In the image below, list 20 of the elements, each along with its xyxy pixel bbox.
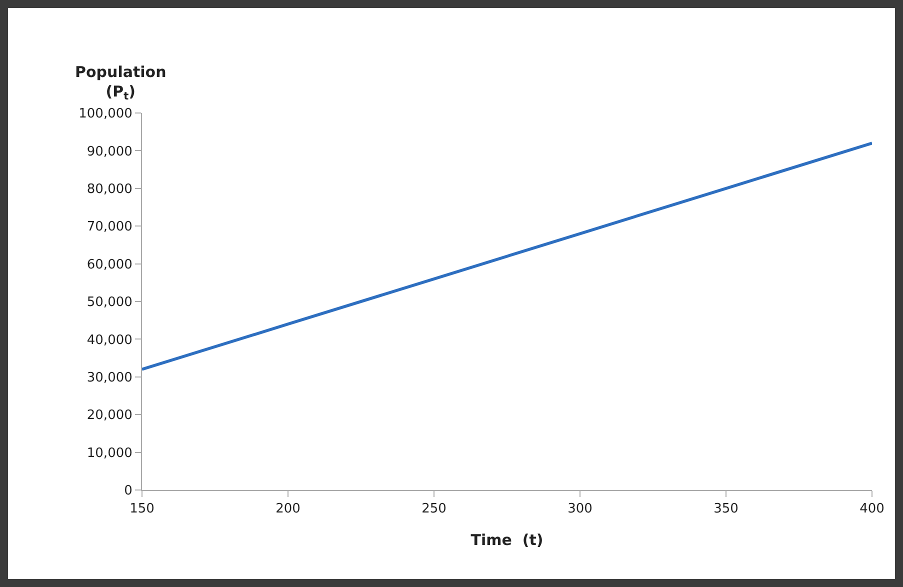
x-tick-label: 350 — [714, 502, 738, 517]
x-tick-label: 300 — [568, 502, 592, 517]
x-axis-title: Time (t) — [470, 531, 544, 549]
y-tick-label: 80,000 — [86, 182, 132, 197]
y-tick-label: 90,000 — [86, 144, 132, 160]
y-tick-label: 0 — [124, 484, 132, 499]
x-tick-label: 250 — [422, 502, 446, 517]
y-tick-label: 10,000 — [86, 446, 132, 461]
y-tick-label: 20,000 — [86, 408, 132, 424]
line-series — [142, 142, 872, 371]
y-axis-title: Population (P$_{t}$) — [75, 63, 166, 103]
x-tick-label: 400 — [860, 502, 884, 517]
y-tick-label: 100,000 — [78, 106, 132, 122]
y-tick-label: 50,000 — [86, 295, 132, 310]
x-tick-label: 150 — [130, 502, 154, 517]
y-tick-label: 40,000 — [86, 332, 132, 348]
x-tick-label: 200 — [276, 502, 300, 517]
y-tick-label: 70,000 — [86, 220, 132, 235]
y-tick-label: 30,000 — [86, 370, 132, 386]
y-tick-label: 60,000 — [86, 257, 132, 272]
